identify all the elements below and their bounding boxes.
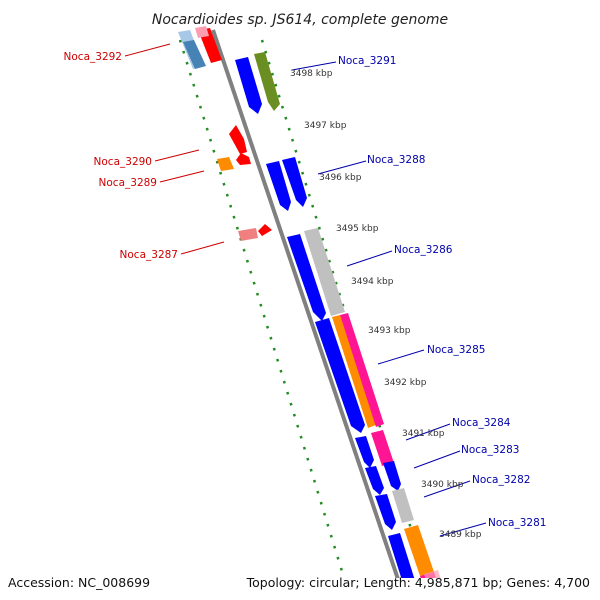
- leader-noca-3292: [124, 43, 171, 57]
- gene-feature-noca-3281-orange[interactable]: [404, 525, 434, 576]
- reverse-strand-features: [178, 26, 272, 241]
- gene-feature-noca-3287b[interactable]: [258, 224, 272, 236]
- gene-feature-noca-3286-grey[interactable]: [304, 228, 345, 316]
- gene-feature-noca-3281[interactable]: [388, 533, 418, 593]
- gene-feature-noca-3291[interactable]: [235, 57, 262, 114]
- leader-noca-3282: [423, 480, 471, 498]
- leader-noca-3291: [291, 61, 337, 71]
- gene-label-noca-3288[interactable]: Noca_3288: [367, 154, 425, 166]
- leader-noca-3290: [154, 149, 200, 162]
- kbp-label: 3496 kbp: [319, 173, 362, 183]
- leader-noca-3287: [180, 241, 225, 255]
- gene-feature-noca-3285-magenta[interactable]: [340, 313, 384, 427]
- reverse-gene-labels: Noca_3292 Noca_3290 Noca_3289 Noca_3287: [64, 51, 178, 261]
- gene-label-noca-3289[interactable]: Noca_3289: [99, 177, 157, 189]
- kbp-label: 3491 kbp: [402, 429, 445, 439]
- forward-strand-features: [235, 52, 446, 600]
- gene-feature-noca-3284[interactable]: [355, 436, 374, 468]
- kbp-label: 3489 kbp: [439, 530, 482, 540]
- left-tick-track: [178, 39, 346, 578]
- kbp-label: 3495 kbp: [336, 224, 379, 234]
- kbp-label: 3490 kbp: [421, 480, 464, 490]
- gene-feature-noca-3283[interactable]: [365, 466, 384, 495]
- leader-noca-3288: [317, 160, 367, 175]
- leader-noca-3289: [159, 170, 205, 183]
- gene-label-noca-3292[interactable]: Noca_3292: [64, 51, 122, 63]
- gene-feature-noca-3284-magenta[interactable]: [371, 430, 394, 466]
- label-leaders: [124, 43, 487, 537]
- kbp-label: 3492 kbp: [384, 378, 427, 388]
- leader-noca-3284: [405, 423, 451, 441]
- gene-label-noca-3291[interactable]: Noca_3291: [338, 55, 396, 67]
- gene-feature-noca-3286[interactable]: [287, 234, 326, 321]
- gene-feature-noca-3290[interactable]: [229, 125, 247, 154]
- gene-feature-noca-3285[interactable]: [315, 318, 365, 433]
- gene-feature-noca-3289[interactable]: [217, 157, 234, 171]
- kbp-label: 3498 kbp: [290, 69, 333, 79]
- gene-feature-noca-3288b[interactable]: [282, 157, 307, 207]
- kbp-labels: 3498 kbp 3497 kbp 3496 kbp 3495 kbp 3494…: [290, 69, 482, 540]
- right-tick-track: [260, 39, 428, 578]
- kbp-label: 3497 kbp: [304, 121, 347, 131]
- topology-text: Topology: circular; Length: 4,985,871 bp…: [246, 575, 590, 590]
- genome-backbone: [211, 29, 400, 578]
- gene-feature-noca-3288[interactable]: [266, 161, 291, 211]
- leader-noca-3285: [377, 349, 425, 365]
- leader-noca-3281: [439, 522, 487, 537]
- gene-label-noca-3283[interactable]: Noca_3283: [461, 444, 519, 456]
- gene-feature-noca-3282[interactable]: [375, 494, 396, 530]
- gene-feature-noca-3290b[interactable]: [236, 153, 251, 165]
- leader-noca-3283: [413, 450, 461, 469]
- map-title: Nocardioides sp. JS614, complete genome: [152, 12, 448, 28]
- forward-gene-labels: Noca_3291 Noca_3288 Noca_3286 Noca_3285 …: [338, 55, 546, 529]
- gene-label-noca-3290[interactable]: Noca_3290: [94, 156, 152, 168]
- gene-feature-noca-3291-green[interactable]: [254, 52, 280, 111]
- gene-feature-noca-3282-grey[interactable]: [392, 488, 414, 523]
- gene-feature-noca-3285-orange[interactable]: [332, 315, 376, 428]
- accession-text: Accession: NC_008699: [8, 575, 150, 590]
- gene-feature-noca-3283b[interactable]: [383, 461, 401, 491]
- gene-label-noca-3285[interactable]: Noca_3285: [427, 344, 485, 356]
- gene-label-noca-3287[interactable]: Noca_3287: [120, 249, 178, 261]
- gene-feature-noca-3281-pink[interactable]: [424, 570, 446, 600]
- gene-label-noca-3282[interactable]: Noca_3282: [472, 474, 530, 486]
- gene-feature-noca-3292-pink[interactable]: [195, 26, 209, 38]
- gene-feature-noca-3287[interactable]: [238, 228, 258, 241]
- leader-noca-3286: [346, 250, 393, 267]
- kbp-label: 3494 kbp: [351, 277, 394, 287]
- gene-label-noca-3281[interactable]: Noca_3281: [488, 517, 546, 529]
- kbp-label: 3493 kbp: [368, 326, 411, 336]
- gene-label-noca-3284[interactable]: Noca_3284: [452, 417, 511, 429]
- gene-label-noca-3286[interactable]: Noca_3286: [394, 244, 453, 256]
- gene-feature-noca-3292-steel[interactable]: [183, 40, 206, 69]
